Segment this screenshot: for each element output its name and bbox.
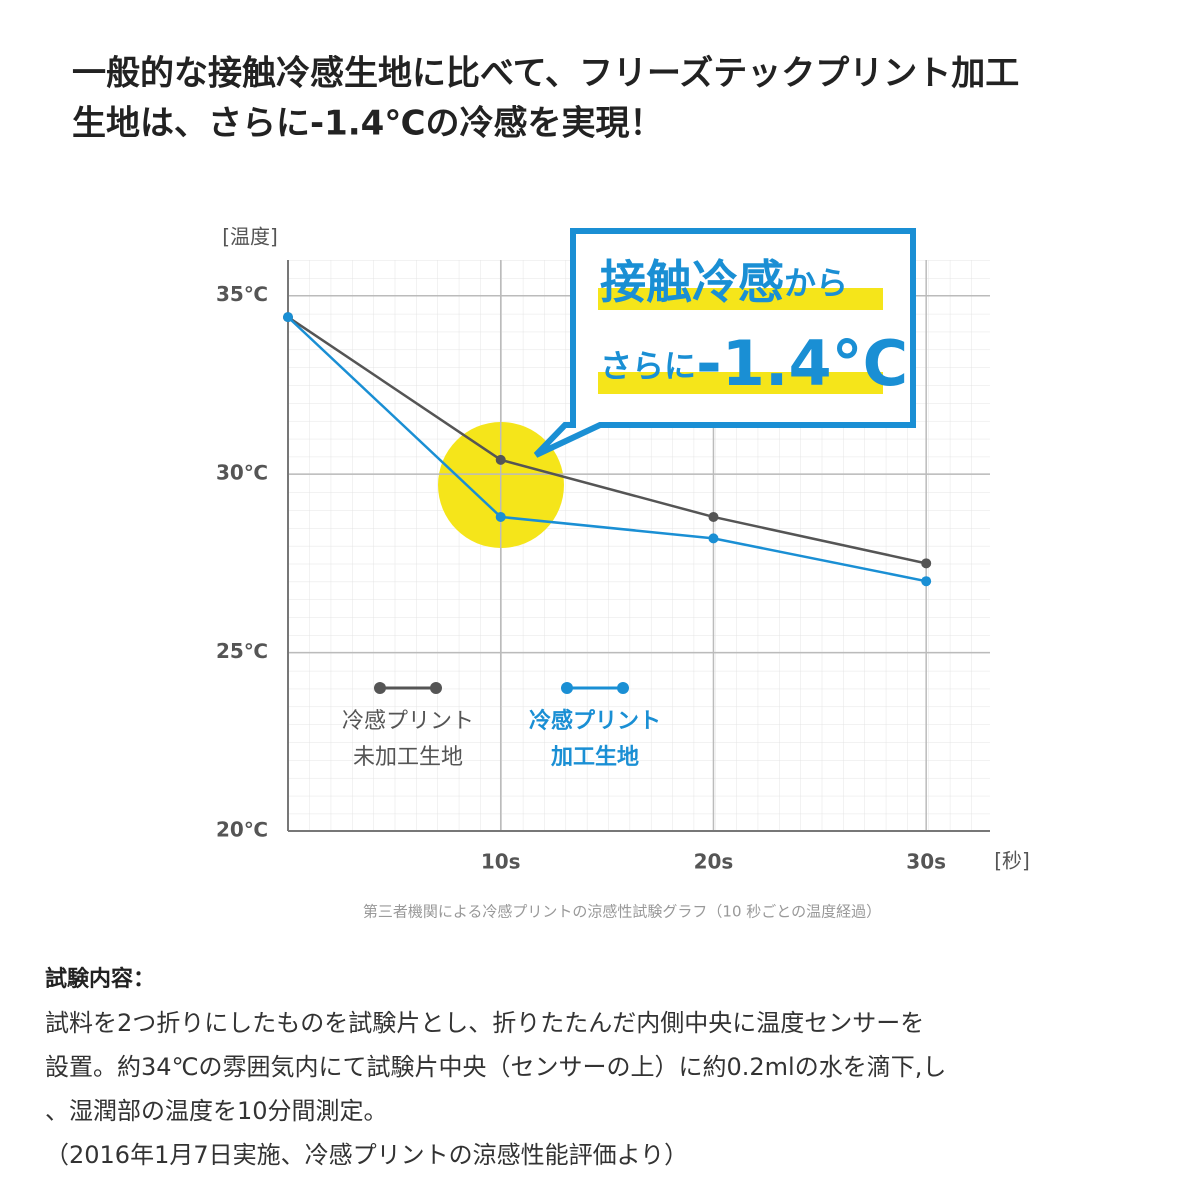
caption: 第三者機関による冷感プリントの涼感性試験グラフ（10 秒ごとの温度経過） <box>363 903 881 921</box>
headline: 生地は、さらに-1.4℃の冷感を実現！ <box>72 104 664 144</box>
callout-text: -1.4°C <box>696 327 908 400</box>
callout-text: 接触冷感から <box>600 255 848 309</box>
x-tick-label: 30s <box>906 850 946 874</box>
y-tick-label: 30℃ <box>216 461 268 485</box>
test-line: 試料を2つ折りにしたものを試験片とし、折りたたんだ内側中央に温度センサーを <box>45 1009 924 1037</box>
legend-label-line: 冷感プリント <box>342 709 474 734</box>
series-line <box>287 316 927 583</box>
headline: 一般的な接触冷感生地に比べて、フリーズテックプリント加工 <box>72 54 1019 94</box>
data-point <box>495 511 506 522</box>
x-axis-label: [秒] <box>994 849 1030 873</box>
callout-highlight <box>598 372 883 394</box>
test-line: 設置。約34℃の雰囲気内にて試験片中央（センサーの上）に約0.2mlの水を滴下,… <box>45 1053 946 1081</box>
test-line: （2016年1月7日実施、冷感プリントの涼感性能評価より） <box>45 1141 688 1169</box>
legend-label: 冷感プリント加工生地 <box>529 708 661 770</box>
test-title: 試験内容： <box>45 966 155 992</box>
data-point <box>708 511 719 522</box>
data-point <box>708 533 719 544</box>
y-tick-label: 25℃ <box>216 639 268 663</box>
callout-box <box>533 228 916 458</box>
x-tick-label: 10s <box>481 850 521 874</box>
y-tick-label: 35℃ <box>216 282 268 306</box>
data-point <box>921 576 932 587</box>
test-line: 、湿潤部の温度を10分間測定。 <box>45 1097 388 1125</box>
legend-label-line: 未加工生地 <box>353 745 463 770</box>
y-axis-label: [温度] <box>222 225 278 249</box>
data-point <box>921 558 932 569</box>
callout-text: さらに-1.4°C <box>600 327 908 400</box>
data-point <box>283 312 293 323</box>
callout-text: から <box>784 264 848 302</box>
callout-highlight <box>598 288 883 310</box>
callout-text: さらに <box>600 347 696 385</box>
legend-dot <box>430 682 442 694</box>
legend-label-line: 冷感プリント <box>529 708 661 734</box>
legend-dot <box>374 682 386 694</box>
legend-dot <box>617 682 629 694</box>
callout-text: 接触冷感 <box>600 255 784 309</box>
legend-label-line: 加工生地 <box>550 745 639 770</box>
legend-dot <box>561 682 573 694</box>
data-point <box>495 454 506 465</box>
series-line <box>287 316 927 565</box>
y-tick-label: 20℃ <box>216 818 268 842</box>
x-tick-label: 20s <box>694 850 734 874</box>
legend-label: 冷感プリント未加工生地 <box>342 709 474 770</box>
